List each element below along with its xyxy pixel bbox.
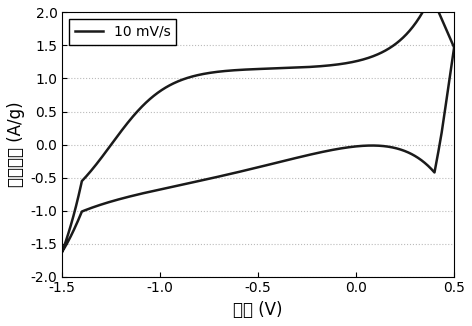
Legend: 10 mV/s: 10 mV/s	[69, 19, 176, 45]
Y-axis label: 电流密度 (A/g): 电流密度 (A/g)	[7, 102, 25, 187]
X-axis label: 电位 (V): 电位 (V)	[234, 301, 283, 319]
